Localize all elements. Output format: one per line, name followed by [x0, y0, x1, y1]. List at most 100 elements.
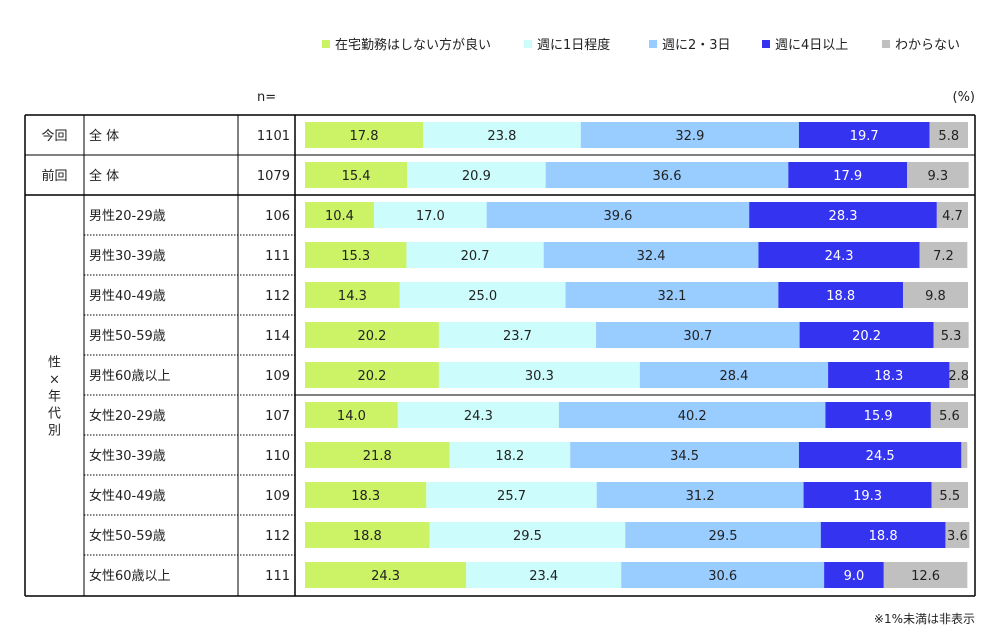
data-label: 15.9: [864, 409, 893, 424]
row-n: 112: [265, 289, 290, 304]
data-label: 5.5: [939, 489, 960, 504]
row-label: 全 体: [89, 168, 119, 184]
data-label: 2.8: [948, 369, 969, 384]
data-label: 25.0: [468, 289, 497, 304]
data-label: 32.4: [637, 249, 666, 264]
group-label: 今回: [41, 128, 67, 144]
data-label: 19.7: [850, 129, 879, 144]
data-label: 30.7: [683, 329, 712, 344]
bar-segment: [426, 482, 597, 508]
bar-segment: [625, 522, 821, 548]
data-label: 23.4: [529, 569, 558, 584]
data-label: 19.3: [853, 489, 882, 504]
bar-segment: [936, 202, 968, 228]
data-label: 18.3: [351, 489, 380, 504]
bar-segment: [621, 562, 825, 588]
data-label: 25.7: [497, 489, 526, 504]
data-label: 9.0: [844, 569, 865, 584]
bar-segment: [949, 362, 968, 388]
data-label: 28.4: [719, 369, 748, 384]
bar-segment: [305, 522, 430, 548]
data-label: 15.3: [341, 249, 370, 264]
data-label: 18.8: [353, 529, 382, 544]
bar-segment: [945, 522, 970, 548]
data-label: 20.9: [462, 169, 491, 184]
data-label: 20.2: [357, 329, 386, 344]
data-label: 9.3: [927, 169, 948, 184]
legend-swatch: [524, 40, 532, 48]
bar-segment: [883, 562, 968, 588]
bar-segment: [406, 242, 544, 268]
data-label: 4.7: [942, 209, 963, 224]
bar-segment: [930, 402, 968, 428]
data-label: 15.4: [342, 169, 371, 184]
row-n: 1079: [257, 169, 290, 184]
bar-segment: [305, 322, 439, 348]
bar-segment: [305, 122, 424, 148]
bar-segment: [449, 442, 571, 468]
bar-segment: [596, 322, 800, 348]
data-label: 32.1: [657, 289, 686, 304]
legend-label: 週に1日程度: [537, 37, 610, 53]
row-n: 112: [265, 529, 290, 544]
bar-segment: [558, 402, 826, 428]
bars: 17.8 23.8 32.9 19.7 5.8 15.4 20.9 36.6 17.9 9.3 10…: [305, 122, 970, 588]
data-label: 3.6: [947, 529, 968, 544]
bar-segment: [565, 282, 779, 308]
bar-segment: [933, 322, 969, 348]
bar-segment: [429, 522, 626, 548]
legend-swatch: [882, 40, 890, 48]
data-label: 9.8: [925, 289, 946, 304]
bar-segment: [486, 202, 750, 228]
row-label: 女性20-29歳: [89, 408, 166, 424]
bar-segment: [820, 522, 946, 548]
bar-segment: [788, 162, 908, 188]
row-labels: 今回全 体 1101前回全 体 1079男性20-29歳 106男性30-39歳 111…: [41, 128, 290, 584]
row-n: 1101: [257, 129, 290, 144]
legend-label: 在宅勤務はしない方が良い: [335, 37, 491, 53]
group-label-vertical: 性×年代別: [48, 356, 61, 439]
row-n: 111: [265, 249, 290, 264]
bar-segment: [596, 482, 804, 508]
data-label: 18.3: [874, 369, 903, 384]
bar-segment: [803, 482, 932, 508]
row-label: 女性60歳以上: [89, 568, 171, 584]
row-n: 111: [265, 569, 290, 584]
legend: 在宅勤務はしない方が良い 週に1日程度 週に2・3日 週に4日以上 わからない: [322, 37, 960, 53]
data-label: 29.5: [513, 529, 542, 544]
data-label: 24.3: [825, 249, 854, 264]
row-label: 男性50-59歳: [89, 329, 166, 344]
data-label: 20.7: [461, 249, 490, 264]
bar-segment: [799, 322, 934, 348]
bar-segment: [438, 322, 597, 348]
bar-segment: [423, 122, 581, 148]
legend-swatch: [322, 40, 330, 48]
data-label: 14.0: [337, 409, 366, 424]
legend-swatch: [649, 40, 657, 48]
data-label: 5.8: [938, 129, 959, 144]
n-header: n=: [257, 90, 276, 105]
legend-label: わからない: [895, 38, 960, 53]
data-label: 5.6: [939, 409, 960, 424]
data-label: 17.0: [416, 209, 445, 224]
data-label: 23.7: [503, 329, 532, 344]
data-label: 7.2: [933, 249, 954, 264]
data-label: 17.8: [350, 129, 379, 144]
bar-segment: [305, 402, 398, 428]
row-label: 女性40-49歳: [89, 488, 166, 504]
bar-segment: [903, 282, 968, 308]
data-label: 34.5: [670, 449, 699, 464]
data-label: 30.6: [708, 569, 737, 584]
group-label: 前回: [41, 168, 67, 184]
bar-segment: [825, 402, 931, 428]
bar-segment: [305, 442, 450, 468]
bar-segment: [907, 162, 969, 188]
bar-segment: [580, 122, 799, 148]
data-label: 30.3: [525, 369, 554, 384]
bar-segment: [466, 562, 622, 588]
row-label: 女性30-39歳: [89, 448, 166, 464]
bar-segment: [931, 482, 968, 508]
bar-segment: [828, 362, 950, 388]
data-label: 12.6: [911, 569, 940, 584]
bar-segment: [438, 362, 640, 388]
